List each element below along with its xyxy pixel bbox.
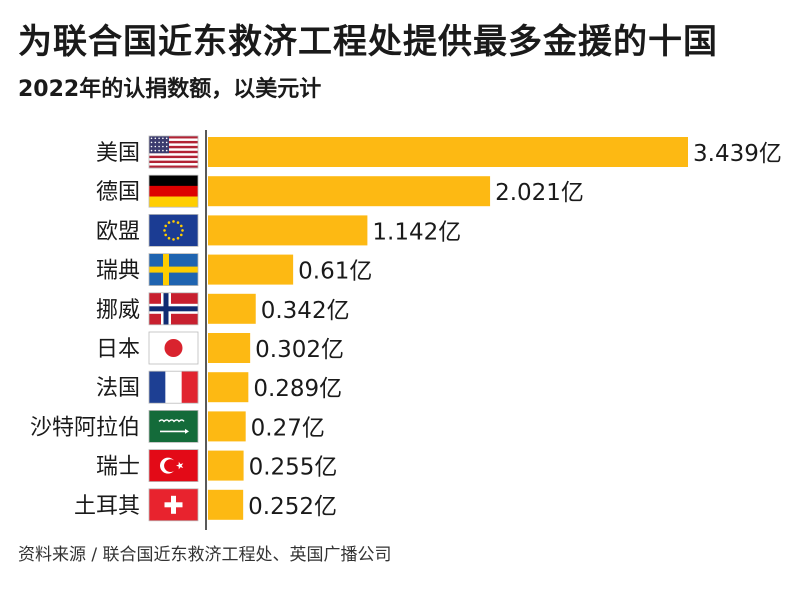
category-label: 土耳其 [74,494,140,519]
turkey-flag-icon [148,449,199,483]
category-label: 德国 [96,180,140,205]
value-label: 2.021亿 [495,180,584,206]
category-label: 美国 [96,141,140,166]
eu-flag-icon [148,213,199,247]
value-label: 0.252亿 [248,494,337,520]
us-flag-icon [148,135,199,169]
norway-flag-icon [148,292,199,326]
japan-flag-icon [148,331,199,365]
bar [208,137,688,167]
value-label: 0.61亿 [298,259,372,285]
value-label: 0.302亿 [255,337,344,363]
value-label: 1.142亿 [372,219,461,245]
value-label: 3.439亿 [693,141,782,167]
bar [208,254,294,285]
bar [208,489,244,520]
value-label: 0.342亿 [261,298,350,324]
category-label: 瑞士 [96,455,140,480]
saudi-arabia-flag-icon [148,409,199,443]
category-label: 日本 [96,337,140,362]
switzerland-flag-icon [148,488,199,522]
chart-title: 为联合国近东救济工程处提供最多金援的十国 [18,22,718,62]
bar [208,176,491,207]
bar [208,450,244,481]
bar [208,333,251,363]
value-label: 0.289亿 [253,376,342,402]
bar [208,293,256,324]
france-flag-icon [148,370,199,404]
bar [208,411,246,442]
value-label: 0.27亿 [251,415,325,441]
value-label: 0.255亿 [249,455,338,481]
germany-flag-icon [148,174,199,208]
bar [208,215,368,246]
bar [208,372,249,403]
category-label: 欧盟 [96,219,140,244]
category-label: 法国 [96,376,140,401]
chart-subtitle: 2022年的认捐数额，以美元计 [18,77,322,102]
sweden-flag-icon [148,253,199,287]
category-label: 瑞典 [96,259,140,284]
source-note: 资料来源 / 联合国近东救济工程处、英国广播公司 [18,545,392,565]
category-label: 挪威 [96,298,140,323]
category-label: 沙特阿拉伯 [30,415,140,440]
